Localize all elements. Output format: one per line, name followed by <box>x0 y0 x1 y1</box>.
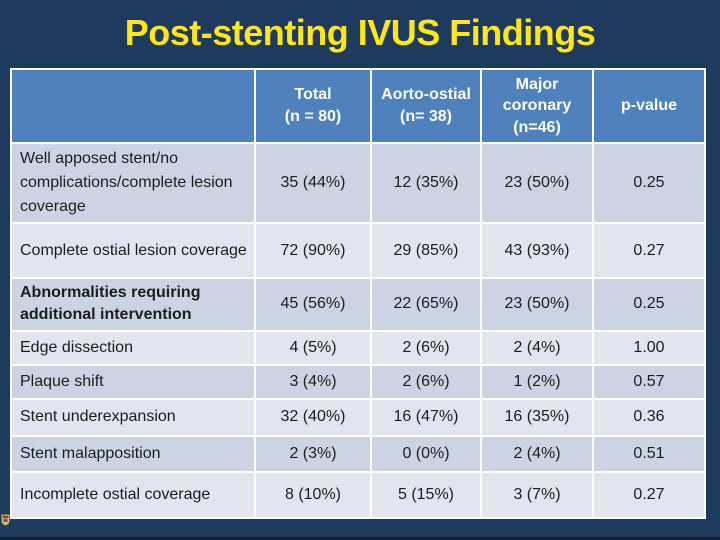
row-label: Stent underexpansion <box>10 397 256 437</box>
row-label: Abnormalities requiring additional inter… <box>10 277 256 332</box>
cell-major-coronary: 3 (7%) <box>480 470 594 519</box>
cell-major-coronary: 43 (93%) <box>480 222 594 279</box>
cell-p-value: 0.36 <box>592 397 706 437</box>
university-crest-logo <box>1 513 10 526</box>
cell-major-coronary: 16 (35%) <box>480 397 594 437</box>
table-row: Well apposed stent/no complications/comp… <box>10 142 706 224</box>
row-label: Incomplete ostial coverage <box>10 470 256 519</box>
cell-p-value: 0.25 <box>592 277 706 332</box>
row-label: Plaque shift <box>10 363 256 400</box>
column-header-rowlabel <box>10 68 256 144</box>
cell-aorto-ostial: 29 (85%) <box>370 222 482 279</box>
crest-icon <box>1 514 10 526</box>
slide-bottom-edge <box>0 537 720 540</box>
row-label: Edge dissection <box>10 329 256 366</box>
cell-major-coronary: 23 (50%) <box>480 277 594 332</box>
header-row: Total (n = 80) Aorto-ostial (n= 38) Majo… <box>10 68 706 144</box>
cell-total: 4 (5%) <box>254 329 372 366</box>
cell-aorto-ostial: 2 (6%) <box>370 363 482 400</box>
cell-total: 72 (90%) <box>254 222 372 279</box>
cell-total: 35 (44%) <box>254 142 372 224</box>
cell-aorto-ostial: 0 (0%) <box>370 434 482 473</box>
table-row: Stent underexpansion 32 (40%) 16 (47%) 1… <box>10 397 706 437</box>
cell-p-value: 0.57 <box>592 363 706 400</box>
cell-total: 3 (4%) <box>254 363 372 400</box>
table-row: Edge dissection 4 (5%) 2 (6%) 2 (4%) 1.0… <box>10 329 706 366</box>
cell-p-value: 1.00 <box>592 329 706 366</box>
cell-total: 2 (3%) <box>254 434 372 473</box>
findings-table: Total (n = 80) Aorto-ostial (n= 38) Majo… <box>10 68 706 519</box>
cell-major-coronary: 1 (2%) <box>480 363 594 400</box>
row-label: Stent malapposition <box>10 434 256 473</box>
cell-p-value: 0.51 <box>592 434 706 473</box>
column-header-aorto-ostial: Aorto-ostial (n= 38) <box>370 68 482 144</box>
cell-aorto-ostial: 2 (6%) <box>370 329 482 366</box>
cell-total: 8 (10%) <box>254 470 372 519</box>
column-header-total: Total (n = 80) <box>254 68 372 144</box>
cell-p-value: 0.27 <box>592 470 706 519</box>
cell-aorto-ostial: 5 (15%) <box>370 470 482 519</box>
cell-total: 45 (56%) <box>254 277 372 332</box>
column-header-major-coronary: Major coronary (n=46) <box>480 68 594 144</box>
cell-aorto-ostial: 12 (35%) <box>370 142 482 224</box>
column-header-p-value: p-value <box>592 68 706 144</box>
table-row: Plaque shift 3 (4%) 2 (6%) 1 (2%) 0.57 <box>10 363 706 400</box>
table-row: Abnormalities requiring additional inter… <box>10 277 706 332</box>
cell-major-coronary: 23 (50%) <box>480 142 594 224</box>
table-row: Stent malapposition 2 (3%) 0 (0%) 2 (4%)… <box>10 434 706 473</box>
cell-p-value: 0.25 <box>592 142 706 224</box>
table-row: Incomplete ostial coverage 8 (10%) 5 (15… <box>10 470 706 519</box>
cell-major-coronary: 2 (4%) <box>480 329 594 366</box>
row-label: Complete ostial lesion coverage <box>10 222 256 279</box>
cell-p-value: 0.27 <box>592 222 706 279</box>
cell-major-coronary: 2 (4%) <box>480 434 594 473</box>
cell-aorto-ostial: 16 (47%) <box>370 397 482 437</box>
cell-total: 32 (40%) <box>254 397 372 437</box>
row-label: Well apposed stent/no complications/comp… <box>10 142 256 224</box>
slide-title: Post-stenting IVUS Findings <box>124 12 596 53</box>
cell-aorto-ostial: 22 (65%) <box>370 277 482 332</box>
table-row: Complete ostial lesion coverage 72 (90%)… <box>10 222 706 279</box>
